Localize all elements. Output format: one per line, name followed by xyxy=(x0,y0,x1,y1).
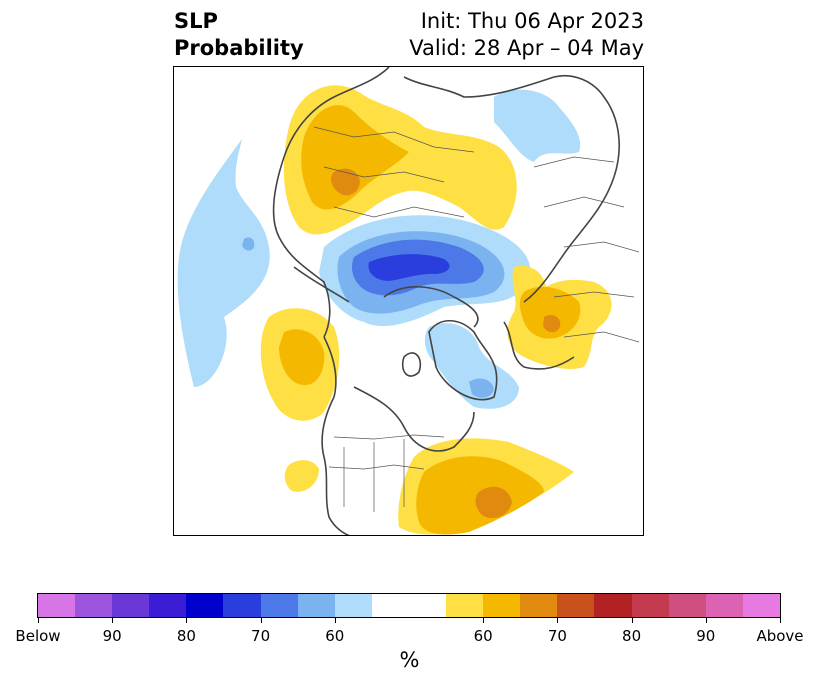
colorbar-segment xyxy=(186,594,224,617)
colorbar-tick-label: 60 xyxy=(473,627,493,645)
colorbar-tick-label: 90 xyxy=(696,627,716,645)
colorbar-segment xyxy=(38,594,76,617)
asia-high-anomaly-80 xyxy=(330,168,360,196)
map-svg xyxy=(177,67,640,535)
init-date: Init: Thu 06 Apr 2023 xyxy=(420,9,644,33)
colorbar-tick-label: 60 xyxy=(325,627,345,645)
colorbar-segment xyxy=(631,594,669,617)
pacific-low-anomaly-60 xyxy=(177,139,270,387)
colorbar-tick xyxy=(112,618,114,623)
colorbar-segment xyxy=(223,594,261,617)
political-borders xyxy=(313,126,640,512)
colorbar-tick xyxy=(557,618,559,623)
colorbar-segment xyxy=(520,594,558,617)
colorbar-tick xyxy=(38,618,39,623)
colorbar-segment xyxy=(668,594,706,617)
colorbar-segment xyxy=(742,594,780,617)
colorbar-segment xyxy=(334,594,372,617)
colorbar-tick-label: 80 xyxy=(176,627,196,645)
title-type: Probability xyxy=(174,36,304,60)
colorbar-tick xyxy=(780,618,781,623)
colorbar-tick-label: Above xyxy=(756,627,804,645)
europe-high-anomaly-70 xyxy=(519,286,581,339)
colorbar-segment xyxy=(408,594,447,617)
colorbar-segment xyxy=(371,594,409,617)
asia-high-anomaly-70 xyxy=(301,105,409,210)
colorbar-segment xyxy=(149,594,187,617)
polar-map xyxy=(173,66,644,536)
atlantic-high-anomaly-80 xyxy=(475,486,512,519)
colorbar-tick-label: Below xyxy=(15,627,61,645)
coastlines xyxy=(272,67,620,535)
colorbar-segment xyxy=(446,594,484,617)
arctic-low-anomaly-90 xyxy=(368,254,450,281)
title-variable: SLP xyxy=(174,9,218,33)
map-title: SLP Probability xyxy=(174,8,304,62)
colorbar-tick xyxy=(483,618,485,623)
valid-period: Valid: 28 Apr – 04 May xyxy=(409,36,644,60)
colorbar-tick xyxy=(334,618,336,623)
colorbar-tick-label: 80 xyxy=(622,627,642,645)
pacific-low-anomaly-70 xyxy=(242,237,255,251)
na-west-high-anomaly-60 xyxy=(284,460,319,492)
pacific-high-anomaly-70 xyxy=(279,329,325,386)
greenland-low-anomaly-70 xyxy=(469,378,494,398)
colorbar-tick-label: 90 xyxy=(102,627,122,645)
map-dates: Init: Thu 06 Apr 2023 Valid: 28 Apr – 04… xyxy=(409,8,644,62)
colorbar-tick xyxy=(260,618,262,623)
colorbar-segment xyxy=(75,594,113,617)
colorbar-segment xyxy=(557,594,595,617)
colorbar-segment xyxy=(297,594,335,617)
colorbar-tick-label: 70 xyxy=(251,627,271,645)
colorbar-tick xyxy=(186,618,188,623)
colorbar-segment xyxy=(483,594,521,617)
colorbar-tick xyxy=(705,618,707,623)
colorbar-segment xyxy=(112,594,150,617)
colorbar-segment xyxy=(260,594,298,617)
colorbar-ticks: Below 90 80 70 60 60 70 80 90 Above xyxy=(0,618,819,648)
colorbar xyxy=(37,593,781,618)
siberia-low-anomaly-60 xyxy=(494,89,581,162)
colorbar-tick xyxy=(631,618,633,623)
colorbar-segment xyxy=(705,594,743,617)
colorbar-tick-label: 70 xyxy=(547,627,567,645)
greenland-low-anomaly-60 xyxy=(424,323,519,409)
europe-high-anomaly-80 xyxy=(543,315,561,333)
colorbar-label: % xyxy=(399,648,420,672)
colorbar-segment xyxy=(594,594,632,617)
